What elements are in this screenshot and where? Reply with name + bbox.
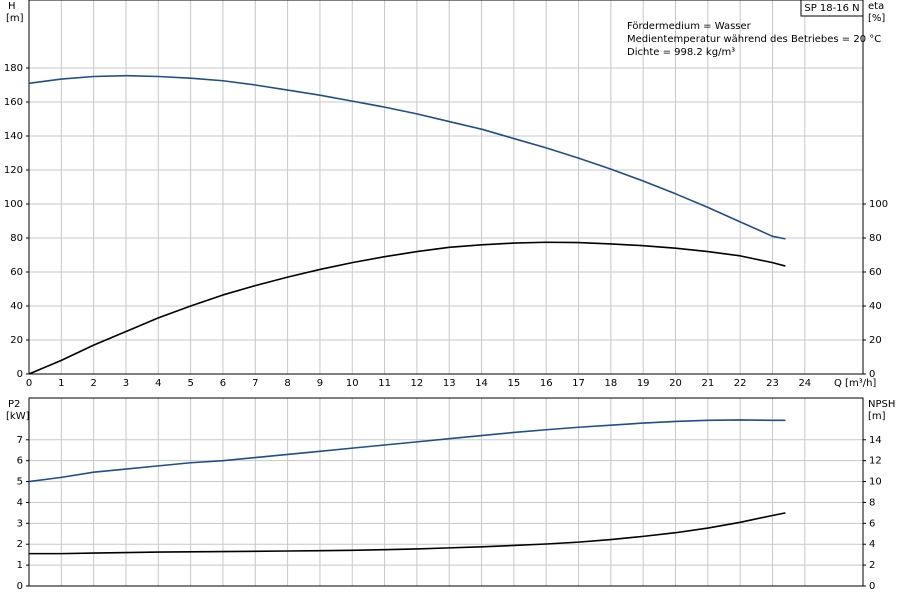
x-tick-label: 9 xyxy=(317,378,323,389)
y-axis-label: P2 xyxy=(8,399,20,410)
x-tick-label: 8 xyxy=(284,378,290,389)
curve-p2 xyxy=(28,419,786,483)
y-tick-label: 140 xyxy=(4,131,23,142)
x-tick-label: 6 xyxy=(220,378,226,389)
annotation: Fördermedium = Wasser xyxy=(627,21,752,32)
y-tick-label: 120 xyxy=(4,165,23,176)
y-tick-label: 100 xyxy=(4,199,23,210)
x-tick-label: 20 xyxy=(669,378,682,389)
y-tick-label: 60 xyxy=(10,267,23,278)
x-tick-label: 18 xyxy=(604,378,617,389)
x-tick-label: 11 xyxy=(378,378,391,389)
chart-title: SP 18-16 N xyxy=(804,3,859,14)
x-tick-label: 24 xyxy=(798,378,811,389)
y2-tick-label: 60 xyxy=(869,267,882,278)
y2-tick-label: 20 xyxy=(869,335,882,346)
x-tick-label: 15 xyxy=(508,378,521,389)
y-tick-label: 5 xyxy=(17,477,23,488)
y2-tick-label: 12 xyxy=(869,456,882,467)
y2-tick-label: 2 xyxy=(869,560,875,571)
y-tick-label: 0 xyxy=(17,581,23,592)
x-tick-label: 12 xyxy=(411,378,424,389)
x-tick-label: 7 xyxy=(252,378,258,389)
curve-npsh xyxy=(29,512,786,555)
y-tick-label: 3 xyxy=(17,518,23,529)
y2-tick-label: 100 xyxy=(869,199,888,210)
y-tick-label: 4 xyxy=(17,497,23,508)
plot-frame xyxy=(28,0,864,375)
y2-tick-label: 8 xyxy=(869,497,875,508)
x-tick-label: 19 xyxy=(637,378,650,389)
y-axis-unit: [kW] xyxy=(6,411,30,422)
x-tick-label: 3 xyxy=(123,378,129,389)
annotation: Dichte = 998.2 kg/m³ xyxy=(627,47,735,58)
plot-frame xyxy=(28,397,864,587)
y-tick-label: 0 xyxy=(17,369,23,380)
x-tick-label: 5 xyxy=(187,378,193,389)
y-tick-label: 1 xyxy=(17,560,23,571)
y2-tick-label: 10 xyxy=(869,477,882,488)
y2-axis-label: eta xyxy=(868,1,884,12)
y-tick-label: 6 xyxy=(17,456,23,467)
curve-eta xyxy=(28,241,786,375)
y2-axis-unit: [%] xyxy=(868,13,885,24)
x-tick-label: 14 xyxy=(475,378,488,389)
x-tick-label: 0 xyxy=(26,378,32,389)
y2-axis-unit: [m] xyxy=(868,411,886,422)
annotation: Medientemperatur während des Betriebes =… xyxy=(627,34,881,45)
y-tick-label: 160 xyxy=(4,97,23,108)
x-tick-label: 16 xyxy=(540,378,553,389)
x-tick-label: 21 xyxy=(701,378,714,389)
y-tick-label: 80 xyxy=(10,233,23,244)
y2-tick-label: 6 xyxy=(869,518,875,529)
y-tick-label: 2 xyxy=(17,539,23,550)
y2-tick-label: 4 xyxy=(869,539,875,550)
x-tick-label: 4 xyxy=(155,378,161,389)
x-tick-label: 13 xyxy=(443,378,456,389)
y2-tick-label: 0 xyxy=(869,369,875,380)
y2-tick-label: 0 xyxy=(869,581,875,592)
y-tick-label: 7 xyxy=(17,435,23,446)
x-tick-label: 2 xyxy=(90,378,96,389)
x-tick-label: 22 xyxy=(734,378,747,389)
x-tick-label: 23 xyxy=(766,378,779,389)
y2-axis-label: NPSH xyxy=(868,399,895,410)
y-tick-label: 20 xyxy=(10,335,23,346)
y2-tick-label: 14 xyxy=(869,435,882,446)
x-axis-label: Q [m³/h] xyxy=(834,378,876,389)
title-box xyxy=(800,0,864,17)
y-tick-label: 180 xyxy=(4,63,23,74)
y-tick-label: 40 xyxy=(10,301,23,312)
y-axis-label: H xyxy=(8,1,16,12)
x-tick-label: 10 xyxy=(346,378,359,389)
y-axis-unit: [m] xyxy=(6,13,24,24)
y2-tick-label: 40 xyxy=(869,301,882,312)
curve-h xyxy=(28,74,786,240)
x-tick-label: 17 xyxy=(572,378,585,389)
y2-tick-label: 80 xyxy=(869,233,882,244)
x-tick-label: 1 xyxy=(58,378,64,389)
